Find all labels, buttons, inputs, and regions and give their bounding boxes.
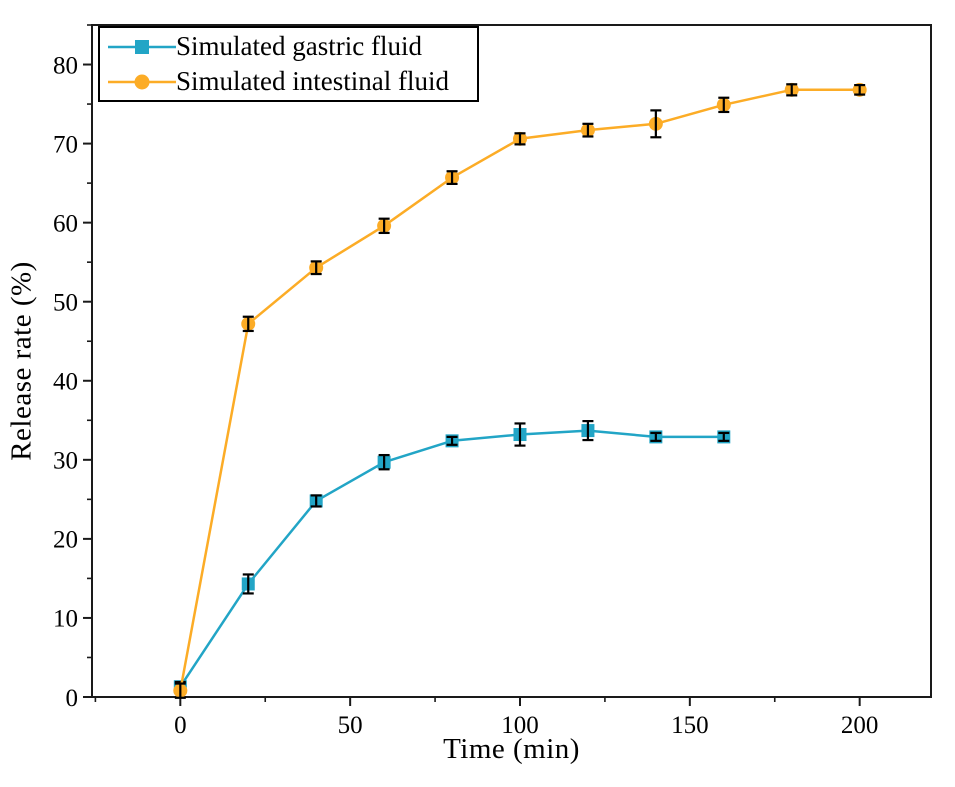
error-bar-simulated-gastric-fluid xyxy=(718,431,730,442)
error-bar-simulated-gastric-fluid xyxy=(310,494,322,508)
x-tick-label: 0 xyxy=(174,712,187,739)
error-bar-simulated-gastric-fluid xyxy=(582,419,594,442)
y-tick-label: 60 xyxy=(53,210,78,237)
error-bar-simulated-intestinal-fluid xyxy=(310,260,322,276)
legend-label: Simulated gastric fluid xyxy=(176,31,422,61)
error-bar-simulated-intestinal-fluid xyxy=(378,217,390,235)
y-tick-label: 70 xyxy=(53,131,78,158)
error-bar-simulated-intestinal-fluid xyxy=(582,122,594,138)
y-axis-title: Release rate (%) xyxy=(5,261,38,461)
error-bar-simulated-gastric-fluid xyxy=(242,573,254,595)
legend: Simulated gastric fluid Simulated intesti… xyxy=(98,26,479,102)
error-bar-simulated-gastric-fluid xyxy=(446,435,458,446)
y-tick-label: 0 xyxy=(66,685,79,712)
x-tick-label: 150 xyxy=(671,712,709,739)
legend-item-simulated-gastric-fluid: Simulated gastric fluid xyxy=(108,33,477,60)
error-bar-simulated-intestinal-fluid xyxy=(446,170,458,186)
plot-frame xyxy=(91,24,932,698)
error-bar-simulated-intestinal-fluid xyxy=(854,83,866,96)
error-bar-simulated-intestinal-fluid xyxy=(174,682,186,699)
y-tick-label: 30 xyxy=(53,448,78,475)
error-bar-simulated-intestinal-fluid xyxy=(718,96,730,114)
error-bar-simulated-gastric-fluid xyxy=(650,431,662,442)
error-bar-simulated-gastric-fluid xyxy=(378,453,390,471)
legend-label: Simulated intestinal fluid xyxy=(176,66,449,96)
legend-sample-circle-icon xyxy=(108,74,176,89)
x-axis-title: Time (min) xyxy=(443,733,580,765)
series-line-simulated-gastric-fluid xyxy=(179,429,724,688)
error-bar-simulated-intestinal-fluid xyxy=(514,132,526,146)
error-bar-simulated-gastric-fluid xyxy=(514,422,526,447)
x-tick-label: 50 xyxy=(338,712,363,739)
y-tick-label: 10 xyxy=(53,606,78,633)
legend-sample-square-icon xyxy=(108,39,176,54)
y-tick-label: 50 xyxy=(53,289,78,316)
legend-item-simulated-intestinal-fluid: Simulated intestinal fluid xyxy=(108,68,477,95)
x-tick-label: 100 xyxy=(501,712,539,739)
error-bar-simulated-intestinal-fluid xyxy=(786,83,798,97)
y-tick-label: 80 xyxy=(53,52,78,79)
error-bar-simulated-intestinal-fluid xyxy=(242,315,254,333)
series-line-simulated-intestinal-fluid xyxy=(179,88,860,691)
error-bar-simulated-intestinal-fluid xyxy=(650,109,662,139)
y-tick-label: 40 xyxy=(53,369,78,396)
y-tick-label: 20 xyxy=(53,527,78,554)
x-tick-label: 200 xyxy=(841,712,879,739)
